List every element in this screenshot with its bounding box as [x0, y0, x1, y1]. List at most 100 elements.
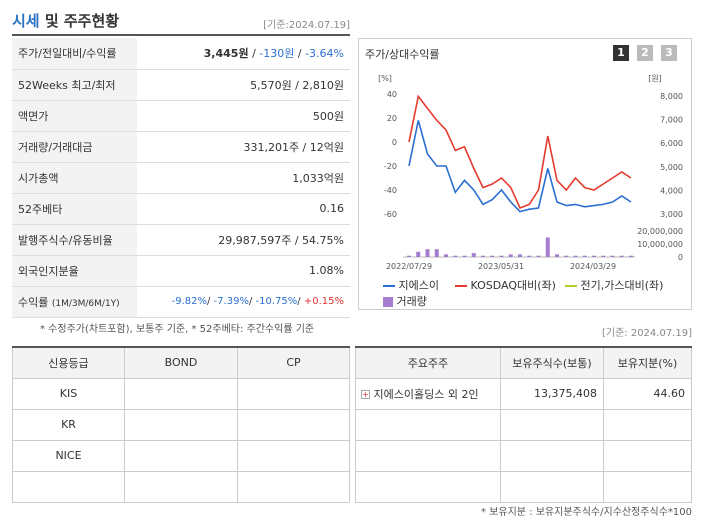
volume-bar: [416, 251, 421, 257]
y-left-tick-label: 20: [387, 114, 397, 123]
col-header: 주요주주: [355, 346, 501, 379]
agency-name: NICE: [12, 439, 125, 472]
left-unit: [%]: [378, 74, 392, 83]
table-row: KR: [12, 408, 350, 441]
holder-name: 지에스이홀딩스 외 2인: [373, 387, 479, 401]
series-kosdaq-line: [408, 94, 632, 210]
volume-bar: [610, 255, 615, 257]
expand-icon[interactable]: +: [361, 390, 370, 399]
page-3-button[interactable]: 3: [661, 45, 677, 61]
page-1-button[interactable]: 1: [613, 45, 629, 61]
y-right-tick-label: 5,000: [660, 163, 683, 172]
y-right-tick-label: 6,000: [660, 139, 683, 148]
current-price: 3,445원: [203, 47, 249, 61]
volume-bar: [592, 255, 596, 257]
row-value: 1.08%: [137, 255, 350, 287]
return-1m: -9.82%: [171, 296, 208, 307]
col-header: 보유주식수(보통): [500, 346, 604, 379]
price-change: -130원: [259, 47, 295, 61]
row-label: 주가/전일대비/수익률: [12, 38, 137, 70]
volume-bar: [481, 255, 485, 257]
volume-bar: [453, 255, 458, 257]
base-date: [기준:2024.07.19]: [263, 20, 350, 31]
row-label: 52주베타: [12, 193, 137, 225]
col-header: BOND: [124, 346, 238, 379]
title-highlight: 시세: [12, 12, 40, 30]
volume-bar: [536, 255, 541, 257]
volume-bar: [407, 255, 411, 257]
holders-footnote: * 보유지분 : 보유지분주식수/지수산정주식수*100: [481, 507, 692, 518]
table-row: 주가/전일대비/수익률 3,445원 / -130원 / -3.64%: [12, 38, 350, 70]
table-row: 외국인지분율 1.08%: [12, 255, 350, 287]
table-row: KIS: [12, 377, 350, 410]
price-rate: -3.64%: [305, 47, 344, 61]
volume-tick-label: 20,000,000: [637, 227, 683, 236]
y-right-tick-label: 3,000: [660, 210, 683, 219]
volume-bar: [601, 255, 606, 257]
volume-bar: [629, 255, 633, 257]
volume-bar: [425, 249, 430, 257]
table-row: [355, 470, 692, 503]
y-left-tick-label: -20: [384, 162, 397, 171]
row-value: 500원: [137, 100, 350, 132]
row-label: 52Weeks 최고/최저: [12, 69, 137, 101]
row-label: 거래량/거래대금: [12, 131, 137, 163]
row-label: 수익률: [18, 295, 49, 309]
row-sublabel: (1M/3M/6M/1Y): [51, 298, 120, 309]
y-left-tick-label: -60: [384, 210, 397, 219]
volume-bar: [508, 254, 513, 257]
right-unit: [원]: [648, 74, 662, 83]
holders-table: 주요주주 보유주식수(보통) 보유지분(%) + 지에스이홀딩스 외 2인 13…: [355, 346, 692, 503]
row-label: 시가총액: [12, 162, 137, 194]
table-row: 시가총액 1,033억원: [12, 162, 350, 194]
return-1y: +0.15%: [303, 296, 344, 307]
table-row: 수익률 (1M/3M/6M/1Y) -9.82%/ -7.39%/ -10.75…: [12, 286, 350, 318]
volume-bar: [564, 255, 569, 257]
legend-kosdaq: KOSDAQ대비(좌): [455, 277, 556, 293]
volume-bar: [619, 255, 624, 257]
col-header: CP: [237, 346, 350, 379]
row-label: 발행주식수/유동비율: [12, 224, 137, 256]
row-label: 외국인지분율: [12, 255, 137, 287]
legend-gse: 지에스이: [383, 277, 439, 293]
volume-bar: [434, 249, 439, 257]
volume-bar: [582, 255, 587, 257]
price-table: 주가/전일대비/수익률 3,445원 / -130원 / -3.64% 52We…: [12, 38, 350, 318]
return-6m: -10.75%: [255, 296, 298, 307]
page-2-button[interactable]: 2: [637, 45, 653, 61]
legend-volume: 거래량: [383, 293, 427, 309]
volume-bar: [444, 254, 448, 257]
row-value: 1,033억원: [137, 162, 350, 194]
holder-shares: 13,375,408: [500, 377, 604, 410]
row-value: 331,201주 / 12억원: [137, 131, 350, 163]
x-tick-label: 2024/03/29: [570, 262, 616, 271]
volume-bar: [518, 254, 522, 257]
return-chart: [%] [원] 40 8,000 20 7,000 0 6,000 -20 5,000 -40 4…: [378, 74, 683, 271]
table-header: 신용등급 BOND CP: [12, 346, 350, 379]
section-header: 시세 및 주주현황 [기준:2024.07.19]: [12, 10, 350, 36]
row-value: 0.16: [137, 193, 350, 225]
table-row: 52Weeks 최고/최저 5,570원 / 2,810원: [12, 69, 350, 101]
row-label: 액면가: [12, 100, 137, 132]
volume-tick-label: 10,000,000: [637, 240, 683, 249]
volume-bar: [573, 255, 578, 257]
table-row: 거래량/거래대금 331,201주 / 12억원: [12, 131, 350, 163]
row-value: 5,570원 / 2,810원: [137, 69, 350, 101]
table-row: + 지에스이홀딩스 외 2인 13,375,408 44.60: [355, 377, 692, 410]
series-gse-line: [408, 120, 632, 213]
chart-panel: 주가/상대수익률 1 2 3 [%] [원] 40 8,000 20 7,000 0 6,…: [358, 38, 692, 310]
table-header: 주요주주 보유주식수(보통) 보유지분(%): [355, 346, 692, 379]
volume-bar: [471, 253, 476, 257]
volume-bar: [462, 255, 467, 257]
y-left-tick-label: 0: [392, 138, 397, 147]
credit-table: 신용등급 BOND CP KIS KR NICE: [12, 346, 350, 503]
y-right-tick-label: 7,000: [660, 116, 683, 125]
table-row: NICE: [12, 439, 350, 472]
table-row: [12, 470, 350, 503]
x-tick-label: 2022/07/29: [386, 262, 432, 271]
y-left-tick-label: -40: [384, 186, 397, 195]
table-row: [355, 439, 692, 472]
table-row: 액면가 500원: [12, 100, 350, 132]
y-left-tick-label: 40: [387, 90, 397, 99]
volume-bar: [545, 237, 550, 257]
